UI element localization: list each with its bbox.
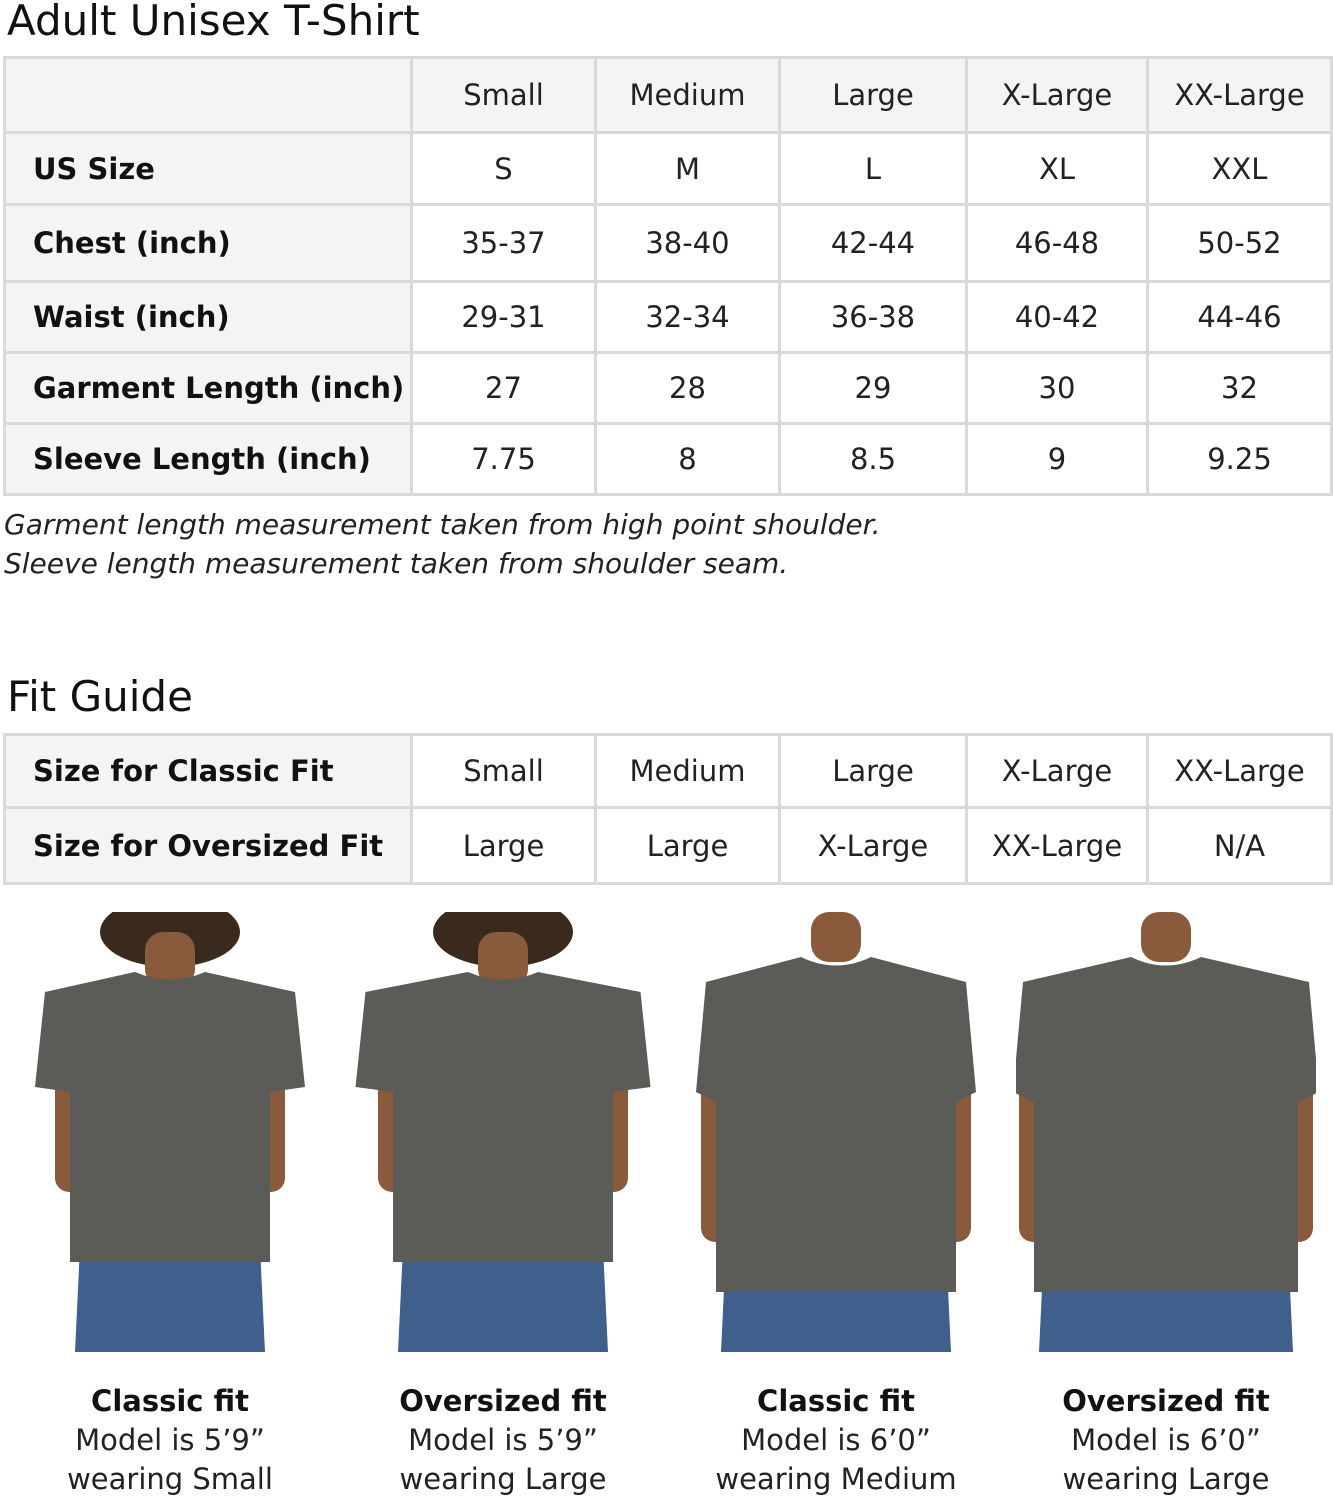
table-cell: XX-Large [1146,733,1333,809]
model-caption: Oversized fit Model is 6’0” wearing Large [1001,1382,1331,1499]
note-garment-length: Garment length measurement taken from hi… [4,508,881,541]
table-cell: Medium [594,733,781,809]
table-cell: N/A [1146,806,1333,885]
row-label: Waist (inch) [3,280,413,354]
table-cell: Large [410,806,597,885]
model-photo [686,912,986,1352]
table-row: US Size S M L XL XXL [3,131,1333,206]
row-label: Garment Length (inch) [3,351,413,425]
table-cell: S [410,131,597,206]
table-cell: 29-31 [410,280,597,354]
fit-name: Oversized fit [399,1384,607,1418]
table-row: Garment Length (inch) 27 28 29 30 32 [3,351,1333,425]
model-height: Model is 6’0” [741,1423,931,1457]
row-label: Size for Classic Fit [3,733,413,809]
fit-guide-table: Size for Classic Fit Small Medium Large X-La… [3,733,1333,885]
table-cell: Large [594,806,781,885]
model-caption: Classic fit Model is 6’0” wearing Medium [671,1382,1001,1499]
row-label: US Size [3,131,413,206]
model-height: Model is 5’9” [75,1423,265,1457]
row-label: Sleeve Length (inch) [3,422,413,496]
corner-cell [3,56,413,134]
size-chart-title: Adult Unisex T-Shirt [7,0,420,45]
table-cell: 32 [1146,351,1333,425]
table-header-row: Small Medium Large X-Large XX-Large [3,56,1333,134]
table-cell: 46-48 [965,203,1149,283]
table-cell: 30 [965,351,1149,425]
fit-guide-title: Fit Guide [7,672,193,721]
table-cell: 9.25 [1146,422,1333,496]
fit-name: Classic fit [757,1384,915,1418]
table-cell: 7.75 [410,422,597,496]
table-cell: Large [778,733,968,809]
table-cell: XL [965,131,1149,206]
size-chart-table: Small Medium Large X-Large XX-Large US S… [3,56,1333,496]
model-photo [353,897,653,1352]
table-cell: 32-34 [594,280,781,354]
table-row: Size for Oversized Fit Large Large X-Large X… [3,806,1333,885]
table-cell: 28 [594,351,781,425]
column-header: Large [778,56,968,134]
table-cell: 42-44 [778,203,968,283]
model-size: wearing Medium [715,1462,957,1496]
model-photo [1013,912,1319,1352]
table-row: Size for Classic Fit Small Medium Large X-La… [3,733,1333,809]
table-cell: Small [410,733,597,809]
model-photo [20,897,320,1352]
table-cell: 29 [778,351,968,425]
table-cell: X-Large [778,806,968,885]
table-cell: 36-38 [778,280,968,354]
fit-name: Classic fit [91,1384,249,1418]
table-cell: 44-46 [1146,280,1333,354]
model-size: wearing Small [67,1462,273,1496]
table-cell: 50-52 [1146,203,1333,283]
row-label: Size for Oversized Fit [3,806,413,885]
model-height: Model is 5’9” [408,1423,598,1457]
column-header: Medium [594,56,781,134]
note-sleeve-length: Sleeve length measurement taken from sho… [4,547,789,580]
table-cell: M [594,131,781,206]
column-header: X-Large [965,56,1149,134]
table-row: Chest (inch) 35-37 38-40 42-44 46-48 50-52 [3,203,1333,283]
table-cell: 9 [965,422,1149,496]
table-cell: XX-Large [965,806,1149,885]
column-header: Small [410,56,597,134]
table-cell: XXL [1146,131,1333,206]
model-height: Model is 6’0” [1071,1423,1261,1457]
fit-name: Oversized fit [1062,1384,1270,1418]
table-cell: 8 [594,422,781,496]
table-cell: X-Large [965,733,1149,809]
model-caption: Classic fit Model is 5’9” wearing Small [5,1382,335,1499]
table-row: Sleeve Length (inch) 7.75 8 8.5 9 9.25 [3,422,1333,496]
table-cell: L [778,131,968,206]
table-cell: 27 [410,351,597,425]
table-row: Waist (inch) 29-31 32-34 36-38 40-42 44-46 [3,280,1333,354]
column-header: XX-Large [1146,56,1333,134]
table-cell: 8.5 [778,422,968,496]
model-size: wearing Large [399,1462,607,1496]
table-cell: 38-40 [594,203,781,283]
table-cell: 40-42 [965,280,1149,354]
table-cell: 35-37 [410,203,597,283]
model-caption: Oversized fit Model is 5’9” wearing Large [338,1382,668,1499]
model-size: wearing Large [1062,1462,1270,1496]
row-label: Chest (inch) [3,203,413,283]
